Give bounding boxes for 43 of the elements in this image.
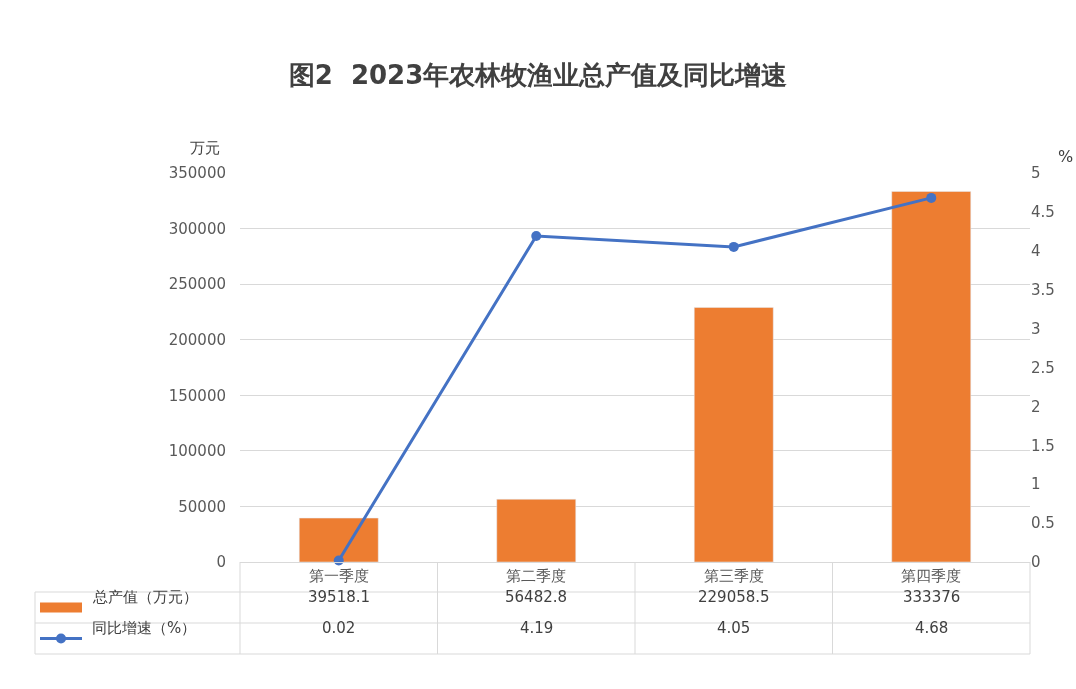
y2-tick-label: 4 bbox=[1031, 242, 1041, 261]
y-tick-label: 250000 bbox=[168, 275, 226, 294]
bar bbox=[694, 307, 774, 562]
legend-label: 同比增速（%） bbox=[92, 619, 197, 637]
y-tick-label: 100000 bbox=[168, 442, 226, 461]
y-axis-title: 万元 bbox=[190, 139, 220, 157]
data-label: 0.02 bbox=[322, 619, 356, 637]
y2-tick-label: 0 bbox=[1031, 553, 1041, 572]
y-tick-label: 300000 bbox=[168, 219, 226, 238]
y2-tick-label: 1 bbox=[1031, 475, 1041, 494]
x-tick-label: 第三季度 bbox=[703, 567, 764, 585]
data-label: 4.05 bbox=[717, 619, 751, 637]
point bbox=[531, 231, 542, 242]
y2-axis-title: % bbox=[1058, 147, 1074, 166]
y-tick-label: 350000 bbox=[168, 164, 226, 183]
y2-tick-label: 2.5 bbox=[1031, 358, 1055, 377]
y2-tick-label: 3.5 bbox=[1031, 280, 1055, 299]
y2-tick-label: 0.5 bbox=[1031, 514, 1055, 533]
data-label: 229058.5 bbox=[698, 588, 770, 606]
y2-tick-label: 1.5 bbox=[1031, 436, 1055, 455]
x-tick-label: 第一季度 bbox=[308, 567, 369, 585]
bar bbox=[891, 191, 971, 562]
y2-tick-label: 5 bbox=[1031, 164, 1041, 183]
point bbox=[926, 192, 937, 203]
y-tick-label: 200000 bbox=[168, 330, 226, 349]
y2-tick-label: 2 bbox=[1031, 397, 1041, 416]
data-label: 333376 bbox=[903, 588, 961, 606]
data-label: 4.68 bbox=[915, 619, 949, 637]
data-label: 4.19 bbox=[520, 619, 554, 637]
y-tick-label: 50000 bbox=[178, 497, 226, 516]
bar bbox=[496, 498, 576, 562]
x-tick-label: 第四季度 bbox=[901, 567, 962, 585]
data-label: 39518.1 bbox=[308, 588, 371, 606]
y2-tick-label: 4.5 bbox=[1031, 203, 1055, 222]
bar bbox=[299, 517, 379, 562]
point bbox=[728, 241, 739, 252]
data-label: 56482.8 bbox=[505, 588, 568, 606]
y-tick-label: 150000 bbox=[168, 386, 226, 405]
x-tick-label: 第二季度 bbox=[506, 567, 567, 585]
y-tick-label: 0 bbox=[216, 553, 226, 572]
chart-title: 图2 2023年农林牧渔业总产值及同比增速 bbox=[288, 60, 788, 91]
y2-tick-label: 3 bbox=[1031, 319, 1041, 338]
legend-label: 总产值（万元） bbox=[92, 588, 198, 606]
